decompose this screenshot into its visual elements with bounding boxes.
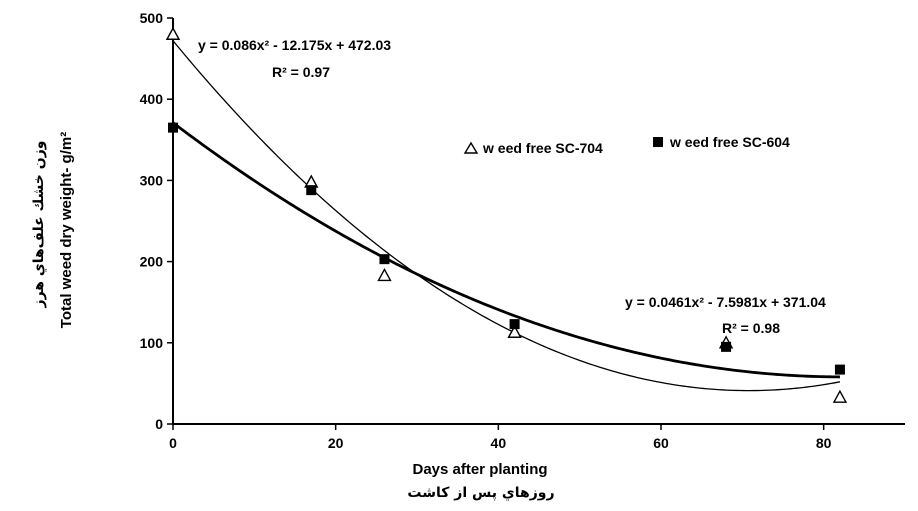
x-tick-label: 20 — [328, 435, 344, 451]
y-tick-label: 500 — [140, 10, 164, 26]
point-sc604 — [509, 319, 520, 330]
point-sc704 — [507, 324, 522, 338]
y-tick-label: 400 — [140, 91, 164, 107]
point-sc604 — [306, 185, 317, 196]
point-sc704 — [832, 389, 848, 403]
legend-label-sc704: w eed free SC-704 — [482, 140, 603, 156]
r2-sc604: R² = 0.98 — [722, 320, 780, 336]
y-axis-label: Total weed dry weight- g/m² — [58, 132, 75, 328]
equation-sc704: y = 0.086x² - 12.175x + 472.03 — [198, 37, 391, 53]
y-tick-label: 300 — [140, 172, 164, 188]
x-tick-label: 0 — [169, 435, 177, 451]
x-tick-label: 60 — [653, 435, 669, 451]
legend-label-sc604: w eed free SC-604 — [669, 134, 790, 150]
point-sc604 — [721, 341, 732, 352]
point-sc604 — [834, 364, 845, 375]
y-tick-label: 200 — [140, 254, 164, 270]
legend-marker-sc604 — [653, 137, 663, 147]
x-axis-label-persian: روزهاي پس از كاشت — [407, 485, 554, 502]
point-sc604 — [168, 122, 178, 133]
legend: w eed free SC-704 w eed free SC-604 — [463, 134, 790, 156]
y-axis-label-persian: وزن خشك علف‌هاي هرز — [31, 141, 48, 309]
legend-marker-sc704 — [463, 141, 479, 154]
x-axis-label: Days after planting — [412, 461, 547, 478]
equation-sc604: y = 0.0461x² - 7.5981x + 371.04 — [625, 294, 826, 310]
y-tick-label: 0 — [155, 416, 163, 432]
y-tick-label: 100 — [140, 335, 164, 351]
trendline-sc704 — [172, 40, 841, 392]
point-sc604 — [379, 254, 390, 265]
trendline-sc604 — [172, 121, 840, 379]
r2-sc704: R² = 0.97 — [272, 64, 330, 80]
x-tick-label: 80 — [816, 435, 832, 451]
point-sc704 — [165, 26, 181, 40]
x-tick-label: 40 — [491, 435, 507, 451]
point-sc704 — [377, 267, 392, 282]
